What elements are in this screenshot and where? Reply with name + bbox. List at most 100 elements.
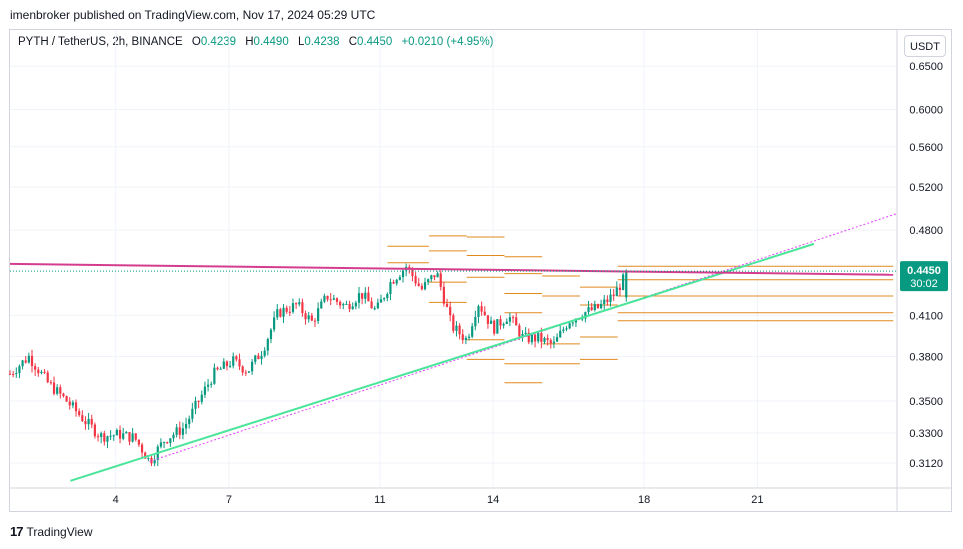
candle-body — [562, 329, 565, 331]
close-value: 0.4450 — [357, 36, 393, 48]
candle-body — [197, 400, 200, 402]
candle-body — [549, 340, 552, 344]
time-tick-label: 7 — [226, 494, 232, 506]
candle-body — [593, 304, 596, 311]
candle-body — [128, 432, 131, 442]
time-tick-label: 18 — [638, 494, 650, 506]
candle-body — [499, 319, 502, 326]
price-tick-label: 0.3300 — [909, 428, 943, 440]
candle-body — [530, 334, 534, 343]
candle-body — [125, 432, 128, 434]
candle-body — [118, 430, 122, 439]
candle-body — [12, 374, 15, 376]
candle-body — [295, 303, 298, 305]
time-tick-label: 4 — [113, 494, 119, 506]
candle-body — [590, 307, 593, 311]
candle-body — [398, 277, 401, 280]
candle-body — [65, 396, 68, 402]
candle-body — [203, 386, 207, 395]
candle-body — [310, 315, 313, 321]
candle-body — [474, 317, 477, 327]
candle-body — [565, 328, 568, 330]
candle-body — [467, 336, 471, 338]
candle-body — [301, 302, 304, 314]
candle-body — [496, 319, 499, 334]
price-tick-label: 0.6500 — [909, 61, 943, 73]
candle-body — [74, 402, 78, 412]
footer-brand[interactable]: 17 TradingView — [10, 524, 93, 539]
candle-body — [87, 418, 90, 425]
candle-body — [263, 350, 266, 356]
symbol-title[interactable]: PYTH / TetherUS, 2h, BINANCE — [18, 36, 183, 48]
candle-body — [392, 282, 395, 284]
candle-body — [232, 356, 235, 366]
footer-brand-name: TradingView — [26, 524, 93, 539]
candle-body — [505, 321, 508, 325]
candle-body — [480, 306, 483, 312]
candle-body — [540, 333, 543, 342]
candle-body — [524, 332, 527, 334]
price-tick-label: 0.3500 — [909, 396, 943, 408]
candle-body — [260, 355, 263, 360]
candle-body — [40, 371, 43, 374]
candle-body — [320, 301, 323, 309]
candle-body — [584, 312, 587, 319]
candle-body — [625, 271, 628, 298]
candle-body — [417, 283, 420, 286]
candle-body — [420, 285, 423, 290]
candle-body — [188, 418, 191, 424]
currency-button[interactable]: USDT — [904, 35, 946, 57]
candle-body — [30, 355, 34, 367]
candle-body — [153, 459, 156, 464]
candle-body — [219, 368, 222, 370]
candle-body — [49, 382, 52, 384]
candles — [8, 263, 628, 467]
candle-body — [144, 452, 147, 459]
candle-body — [436, 273, 439, 278]
candle-body — [568, 323, 571, 329]
candle-body — [159, 442, 163, 447]
candle-body — [178, 427, 181, 435]
candle-body — [427, 279, 430, 283]
candle-body — [370, 301, 373, 309]
candle-body — [317, 308, 320, 322]
candle-body — [483, 311, 486, 316]
candle-body — [329, 299, 332, 301]
candle-body — [115, 430, 119, 436]
candle-body — [225, 361, 229, 367]
candle-body — [15, 373, 18, 375]
candle-body — [486, 315, 490, 324]
candle-body — [379, 299, 383, 303]
candle-body — [596, 304, 600, 309]
candle-body — [62, 393, 65, 397]
candle-body — [571, 322, 574, 324]
candle-body — [411, 268, 414, 277]
candle-body — [471, 326, 474, 337]
candle-body — [559, 330, 562, 338]
candle-body — [395, 279, 398, 284]
candle-body — [71, 402, 74, 406]
candle-body — [257, 355, 260, 360]
candle-body — [307, 315, 310, 320]
candle-body — [313, 320, 317, 322]
candle-body — [206, 384, 210, 387]
candle-body — [533, 334, 537, 342]
time-tick-label: 14 — [487, 494, 499, 506]
candle-body — [455, 325, 458, 331]
low-label: L — [297, 36, 305, 48]
candle-body — [109, 435, 112, 437]
candle-body — [361, 293, 364, 299]
candle-body — [354, 302, 357, 307]
candle-body — [489, 320, 493, 324]
candle-body — [342, 303, 345, 306]
candle-body — [93, 424, 96, 437]
candle-body — [439, 273, 442, 287]
candle-body — [339, 301, 342, 306]
candle-body — [615, 287, 618, 297]
candle-body — [335, 298, 339, 302]
level-lines — [387, 235, 894, 384]
candle-body — [430, 275, 433, 280]
candle-body — [100, 433, 103, 438]
candle-body — [247, 371, 251, 373]
